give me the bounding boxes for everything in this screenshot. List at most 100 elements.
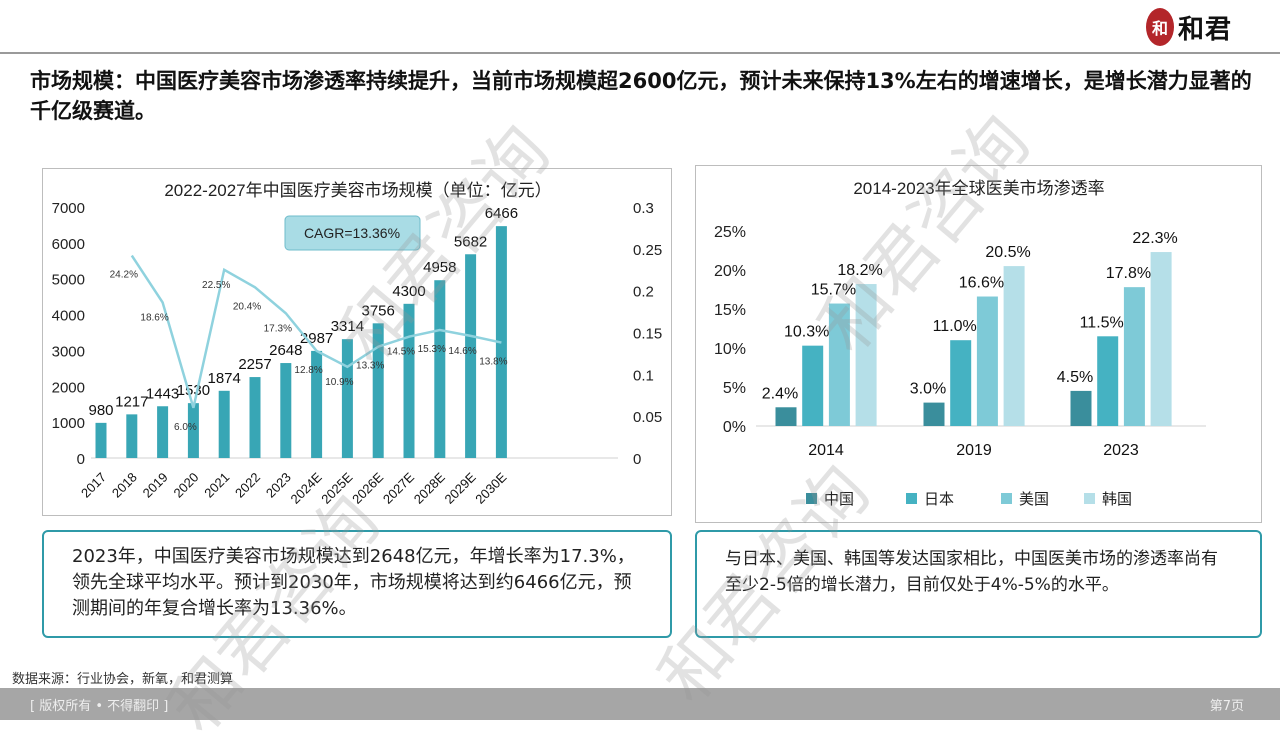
growth-label: 14.6% xyxy=(448,346,476,357)
penetration-summary: 与日本、美国、韩国等发达国家相比，中国医美市场的渗透率尚有至少2-5倍的增长潜力… xyxy=(695,530,1262,638)
bar xyxy=(434,280,446,458)
logo-text: 和君 xyxy=(1178,14,1233,45)
bar-中国 xyxy=(1070,390,1092,426)
y-left-tick: 3000 xyxy=(52,343,85,360)
bar-label: 3756 xyxy=(362,302,395,319)
copyright-notice: [ 版权所有 • 不得翻印 ] xyxy=(30,699,169,714)
x-tick: 2026E xyxy=(349,469,386,506)
bar-日本 xyxy=(802,345,824,426)
growth-label: 24.2% xyxy=(110,270,138,281)
bar-label: 11.0% xyxy=(933,318,977,335)
bar-label: 4.5% xyxy=(1057,369,1093,386)
bar-label: 17.8% xyxy=(1106,265,1151,282)
bar xyxy=(157,406,169,458)
footer-bar: [ 版权所有 • 不得翻印 ] 第7页 xyxy=(0,688,1280,720)
x-tick: 2017 xyxy=(78,470,109,501)
cagr-label: CAGR=13.36% xyxy=(304,225,400,241)
bar-label: 6466 xyxy=(485,205,518,222)
y-right-tick: 0.2 xyxy=(633,284,654,301)
bar-label: 18.2% xyxy=(837,262,882,279)
legend-label: 中国 xyxy=(824,491,854,508)
logo-seal: 和 xyxy=(1146,8,1174,46)
y-left-tick: 6000 xyxy=(52,236,85,253)
bar-韩国 xyxy=(1003,266,1025,426)
bar-中国 xyxy=(775,407,797,426)
chart-title: 2022-2027年中国医疗美容市场规模（单位：亿元） xyxy=(164,181,551,200)
x-tick: 2030E xyxy=(472,469,509,506)
x-tick: 2025E xyxy=(318,469,355,506)
growth-label: 22.5% xyxy=(202,280,230,291)
y-tick: 25% xyxy=(714,224,746,241)
growth-label: 20.4% xyxy=(233,301,261,312)
legend-label: 韩国 xyxy=(1102,491,1132,508)
bar-美国 xyxy=(1123,287,1145,426)
growth-label: 13.3% xyxy=(356,361,384,372)
bar-日本 xyxy=(950,340,972,426)
growth-label: 18.6% xyxy=(140,312,168,323)
bar xyxy=(372,323,384,458)
x-tick: 2024E xyxy=(288,469,325,506)
y-tick: 10% xyxy=(714,341,746,358)
bar-美国 xyxy=(976,296,998,426)
legend-label: 日本 xyxy=(924,491,954,508)
bar-日本 xyxy=(1097,336,1119,426)
bar-label: 4958 xyxy=(423,259,456,276)
growth-label: 6.0% xyxy=(174,422,197,433)
y-right-tick: 0.15 xyxy=(633,326,662,343)
bar-label: 3314 xyxy=(331,318,364,335)
bar-label: 5682 xyxy=(454,233,487,250)
bar xyxy=(465,254,477,458)
bar xyxy=(126,414,138,458)
growth-label: 13.8% xyxy=(479,357,507,368)
page-headline: 市场规模：中国医疗美容市场渗透率持续提升，当前市场规模超2600亿元，预计未来保… xyxy=(30,69,1252,123)
data-source: 数据来源：行业协会，新氧，和君测算 xyxy=(12,672,234,687)
y-tick: 0% xyxy=(723,419,746,436)
y-left-tick: 7000 xyxy=(52,200,85,217)
bar xyxy=(280,363,292,458)
bar-label: 15.7% xyxy=(811,282,856,299)
bar xyxy=(249,377,261,458)
bar xyxy=(311,350,323,458)
growth-label: 10.9% xyxy=(325,377,353,388)
y-left-tick: 2000 xyxy=(52,379,85,396)
y-left-tick: 1000 xyxy=(52,415,85,432)
y-tick: 20% xyxy=(714,263,746,280)
market-size-chart-frame: 2022-2027年中国医疗美容市场规模（单位：亿元） 0 1000 2000 3000… xyxy=(42,168,672,516)
bar xyxy=(95,422,107,458)
bar-label: 1874 xyxy=(208,370,241,387)
market-size-chart: 2022-2027年中国医疗美容市场规模（单位：亿元） 0 1000 2000 3000… xyxy=(52,181,663,507)
y-right-tick: 0.3 xyxy=(633,200,654,217)
bar-label: 4300 xyxy=(392,283,425,300)
bar-label: 2648 xyxy=(269,342,302,359)
bar xyxy=(403,303,415,458)
y-right-tick: 0.25 xyxy=(633,242,662,259)
market-size-summary: 2023年，中国医疗美容市场规模达到2648亿元，年增长率为17.3%，领先全球… xyxy=(42,530,672,638)
bar-label: 980 xyxy=(88,402,113,419)
y-right-tick: 0.1 xyxy=(633,367,654,384)
y-tick: 15% xyxy=(714,302,746,319)
logo: 和 和君 xyxy=(1146,8,1232,46)
bar xyxy=(341,339,353,458)
growth-label: 12.8% xyxy=(294,365,322,376)
bar-label: 1443 xyxy=(146,385,179,402)
y-left-tick: 4000 xyxy=(52,308,85,325)
x-tick: 2020 xyxy=(170,470,201,501)
y-left-tick: 5000 xyxy=(52,272,85,289)
growth-label: 15.3% xyxy=(418,344,446,355)
bar xyxy=(218,390,230,458)
x-tick: 2027E xyxy=(380,469,417,506)
cagr-box xyxy=(284,215,421,251)
bar-美国 xyxy=(828,303,850,426)
growth-label: 14.5% xyxy=(387,347,415,358)
legend-swatch xyxy=(906,493,917,504)
bar-label: 2.4% xyxy=(762,385,798,402)
x-tick: 2022 xyxy=(232,470,263,501)
x-tick: 2014 xyxy=(808,442,844,459)
y-left-tick: 0 xyxy=(77,451,85,468)
bar-label: 2257 xyxy=(238,356,271,373)
header-divider xyxy=(0,52,1280,54)
page-number: 第7页 xyxy=(1209,699,1244,714)
bar-label: 1217 xyxy=(115,393,148,410)
x-tick: 2029E xyxy=(442,469,479,506)
x-tick: 2021 xyxy=(201,470,232,501)
